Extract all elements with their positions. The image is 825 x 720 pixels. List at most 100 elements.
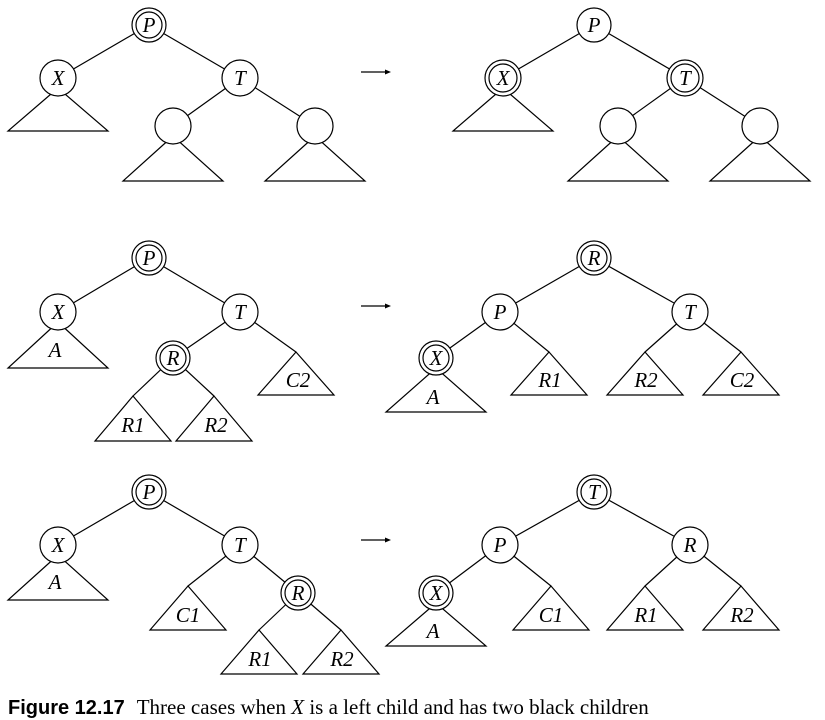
node-circle <box>418 340 454 376</box>
subtree-triangle <box>605 585 685 631</box>
subtree-triangle <box>451 87 555 132</box>
node-label-x: X <box>429 346 444 370</box>
node-circle <box>280 575 316 611</box>
node-label-p: P <box>587 13 601 37</box>
case1-after-tree: P X T <box>451 7 812 182</box>
node-circle <box>576 7 612 43</box>
subtree-triangle <box>384 367 488 413</box>
node-circle <box>576 474 612 510</box>
subtree-triangle <box>701 585 781 631</box>
subtree-label-a: A <box>425 619 440 643</box>
node-label-r: R <box>166 346 180 370</box>
subtree-triangle <box>219 629 299 675</box>
node-circle-empty <box>154 107 192 145</box>
node-label-x: X <box>51 533 66 557</box>
subtree-label-a: A <box>47 570 62 594</box>
node-label-t: T <box>234 533 247 557</box>
transform-arrow <box>361 69 391 75</box>
subtree-triangle <box>256 351 336 396</box>
node-label-p: P <box>493 300 507 324</box>
subtree-triangle <box>174 395 254 442</box>
node-circle <box>418 575 454 611</box>
node-circle <box>131 240 167 276</box>
case1-before-tree: P X T <box>6 7 367 182</box>
node-label-x: X <box>51 66 66 90</box>
case3-before-tree: A C1 R1 R2 P X T R <box>6 474 381 675</box>
double-ring <box>284 579 312 607</box>
node-label-t: T <box>234 300 247 324</box>
node-label-x: X <box>429 581 444 605</box>
node-label-t: T <box>588 480 601 504</box>
node-label-p: P <box>142 246 156 270</box>
node-circle <box>666 59 704 97</box>
subtree-label-a: A <box>425 385 440 409</box>
double-ring <box>135 244 163 272</box>
subtree-triangle <box>148 585 228 631</box>
double-ring <box>422 579 450 607</box>
subtree-label-r1: R1 <box>633 603 657 627</box>
caption-text-before: Three cases when <box>136 695 286 719</box>
node-label-p: P <box>493 533 507 557</box>
subtree-label-r2: R2 <box>633 368 658 392</box>
node-circle-empty <box>741 107 779 145</box>
node-circle <box>481 293 519 331</box>
subtree-triangle <box>511 585 591 631</box>
node-label-p: P <box>142 13 156 37</box>
node-circle <box>131 7 167 43</box>
transform-arrow <box>361 303 391 309</box>
node-circle <box>671 526 709 564</box>
double-ring <box>580 244 608 272</box>
subtree-triangle <box>605 351 685 396</box>
subtree-label-c2: C2 <box>730 368 755 392</box>
subtree-triangle <box>301 629 381 675</box>
node-circle <box>481 526 519 564</box>
node-label-r: R <box>587 246 601 270</box>
subtree-triangle <box>6 87 110 132</box>
double-ring <box>670 63 700 93</box>
caption-variable: X <box>291 695 305 719</box>
node-circle-empty <box>599 107 637 145</box>
node-circle <box>221 526 259 564</box>
subtree-triangle <box>566 135 670 182</box>
node-circle <box>576 240 612 276</box>
subtree-label-c1: C1 <box>176 603 201 627</box>
node-circle <box>39 526 77 564</box>
node-label-r: R <box>683 533 697 557</box>
double-ring <box>580 478 608 506</box>
node-circle <box>155 340 191 376</box>
subtree-label-c1: C1 <box>539 603 564 627</box>
node-label-t: T <box>684 300 697 324</box>
subtree-triangle <box>121 135 225 182</box>
double-ring <box>135 478 163 506</box>
figure-number: Figure 12.17 <box>8 697 125 719</box>
subtree-triangle <box>509 351 589 396</box>
double-ring <box>488 63 518 93</box>
subtree-triangle <box>384 602 488 647</box>
subtree-triangle <box>708 135 812 182</box>
node-label-p: P <box>142 480 156 504</box>
figure-diagram: P X T P X T A <box>6 7 812 675</box>
double-ring <box>422 344 450 372</box>
subtree-triangle <box>93 395 173 442</box>
double-ring <box>159 344 187 372</box>
transform-arrow <box>361 537 391 543</box>
node-circle <box>221 293 259 331</box>
subtree-triangle <box>6 554 110 601</box>
subtree-label-r2: R2 <box>729 603 754 627</box>
node-label-t: T <box>679 66 692 90</box>
node-circle <box>39 59 77 97</box>
node-label-r: R <box>291 581 305 605</box>
subtree-label-r1: R1 <box>247 647 271 671</box>
node-circle <box>221 59 259 97</box>
node-label-x: X <box>51 300 66 324</box>
subtree-triangle <box>6 321 110 369</box>
subtree-label-r2: R2 <box>329 647 354 671</box>
subtree-triangle <box>701 351 781 396</box>
node-label-x: X <box>496 66 511 90</box>
subtree-label-r2: R2 <box>203 413 228 437</box>
case2-after-tree: A R1 R2 C2 R P T X <box>384 240 781 413</box>
case3-after-tree: A C1 R1 R2 T P R X <box>384 474 781 647</box>
subtree-triangle <box>263 135 367 182</box>
node-circle <box>39 293 77 331</box>
caption-text-after: is a left child and has two black childr… <box>309 695 649 719</box>
